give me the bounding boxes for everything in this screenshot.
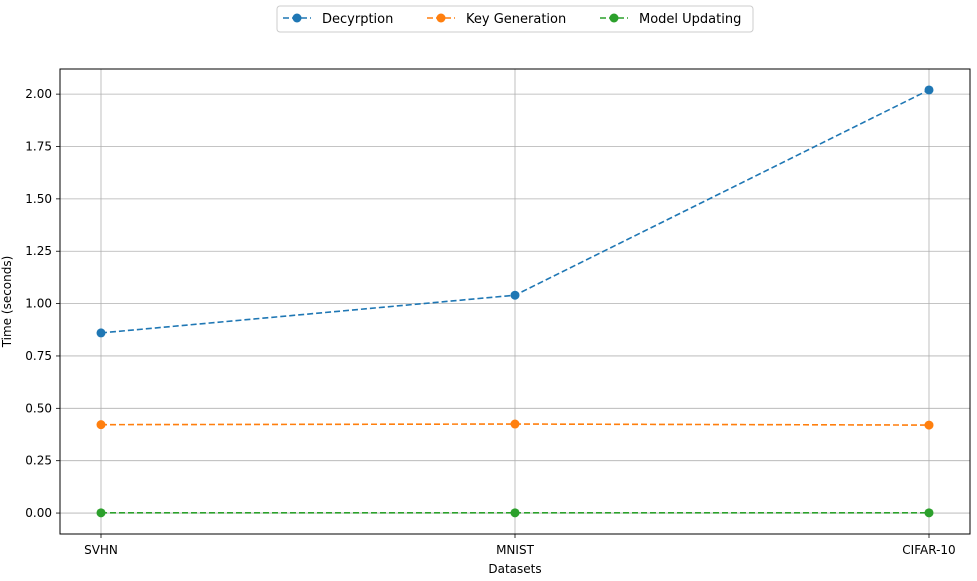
legend-label: Decyrption bbox=[322, 12, 393, 27]
data-point bbox=[924, 85, 934, 95]
legend-item: Key Generation bbox=[427, 12, 566, 27]
legend-marker bbox=[609, 13, 619, 23]
legend-label: Key Generation bbox=[466, 12, 566, 27]
data-point bbox=[924, 508, 934, 518]
y-tick-label: 1.50 bbox=[25, 192, 52, 206]
legend-marker bbox=[436, 13, 446, 23]
x-axis-title: Datasets bbox=[488, 562, 541, 576]
series-key-generation bbox=[96, 419, 934, 430]
series-model-updating bbox=[96, 508, 934, 518]
data-point bbox=[924, 420, 934, 430]
series-decyrption bbox=[96, 85, 934, 338]
x-axis-ticks: SVHN MNIST CIFAR-10 bbox=[84, 534, 956, 557]
x-tick-label: CIFAR-10 bbox=[902, 543, 955, 557]
data-point bbox=[510, 290, 520, 300]
data-point bbox=[510, 508, 520, 518]
y-tick-label: 1.00 bbox=[25, 297, 52, 311]
y-tick-label: 0.25 bbox=[25, 454, 52, 468]
y-tick-label: 1.75 bbox=[25, 140, 52, 154]
y-tick-label: 0.50 bbox=[25, 401, 52, 415]
series-layer bbox=[96, 85, 934, 518]
legend-item: Decyrption bbox=[283, 12, 393, 27]
legend-item: Model Updating bbox=[600, 12, 741, 27]
data-point bbox=[510, 419, 520, 429]
x-tick-label: MNIST bbox=[496, 543, 534, 557]
y-axis-title: Time (seconds) bbox=[0, 256, 14, 349]
legend-frame bbox=[276, 5, 754, 33]
y-tick-label: 0.00 bbox=[25, 506, 52, 520]
data-point bbox=[96, 508, 106, 518]
y-tick-label: 0.75 bbox=[25, 349, 52, 363]
legend: Decyrption Key Generation Model Updating bbox=[276, 5, 754, 33]
data-point bbox=[96, 328, 106, 338]
grid-lines bbox=[60, 69, 970, 534]
legend-label: Model Updating bbox=[639, 12, 741, 27]
x-tick-label: SVHN bbox=[84, 543, 118, 557]
y-tick-label: 2.00 bbox=[25, 87, 52, 101]
legend-marker bbox=[292, 13, 302, 23]
data-point bbox=[96, 420, 106, 430]
y-axis-ticks: 0.00 0.25 0.50 0.75 1.00 1.25 1.50 1.75 2.00 bbox=[25, 87, 60, 520]
y-tick-label: 1.25 bbox=[25, 244, 52, 258]
